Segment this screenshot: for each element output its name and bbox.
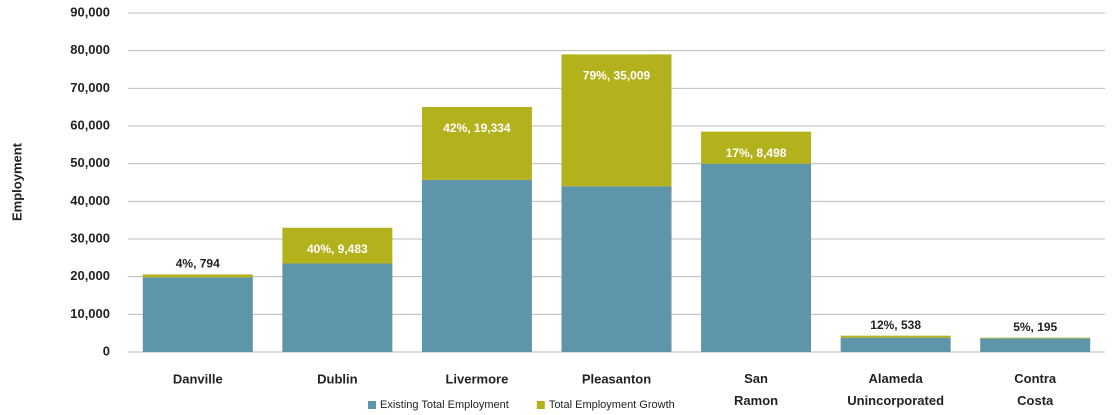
legend-swatch — [368, 401, 376, 409]
value-label: 17%, 8,498 — [726, 146, 787, 160]
value-label: 12%, 538 — [870, 318, 921, 332]
value-label: 4%, 794 — [176, 257, 220, 271]
y-tick-label: 0 — [103, 343, 110, 358]
y-tick-label: 60,000 — [70, 117, 110, 132]
x-tick-label: Livermore — [445, 371, 508, 386]
bar-segment — [561, 186, 672, 352]
y-tick-label: 20,000 — [70, 268, 110, 283]
bar-segment — [701, 163, 812, 352]
bar-segment — [840, 335, 951, 338]
x-tick-label: San Ramon — [734, 371, 778, 408]
bar-segment — [142, 274, 253, 278]
x-tick-label: Pleasanton — [582, 371, 651, 386]
bar-segment — [421, 107, 532, 180]
y-tick-label: 10,000 — [70, 306, 110, 321]
x-tick-label: Alameda Unincorporated — [847, 371, 944, 408]
y-tick-label: 30,000 — [70, 230, 110, 245]
legend-label: Existing Total Employment — [380, 399, 509, 411]
y-tick-label: 80,000 — [70, 42, 110, 57]
y-tick-label: 90,000 — [70, 4, 110, 19]
y-tick-label: 50,000 — [70, 155, 110, 170]
legend-label: Total Employment Growth — [549, 399, 675, 411]
value-label: 5%, 195 — [1013, 320, 1057, 334]
x-tick-label: Danville — [173, 371, 223, 386]
value-label: 42%, 19,334 — [443, 121, 511, 135]
y-axis-label: Employment — [9, 142, 24, 221]
x-tick-label: Dublin — [317, 371, 357, 386]
legend-swatch — [536, 401, 545, 409]
y-tick-label: 70,000 — [70, 80, 110, 95]
value-label: 79%, 35,009 — [583, 69, 651, 83]
bar-segment — [561, 54, 672, 187]
bar-segment — [701, 131, 812, 164]
bar-segment — [421, 179, 532, 352]
bar-segment — [840, 337, 951, 352]
bar-segment — [282, 227, 393, 264]
x-tick-label: ContraCostaUnincorporated — [987, 371, 1084, 415]
y-tick-label: 40,000 — [70, 193, 110, 208]
bar-segment — [282, 263, 393, 352]
bar-segment — [980, 337, 1091, 339]
bar-segment — [142, 277, 253, 352]
bar-segment — [980, 338, 1091, 352]
value-label: 40%, 9,483 — [307, 242, 368, 256]
